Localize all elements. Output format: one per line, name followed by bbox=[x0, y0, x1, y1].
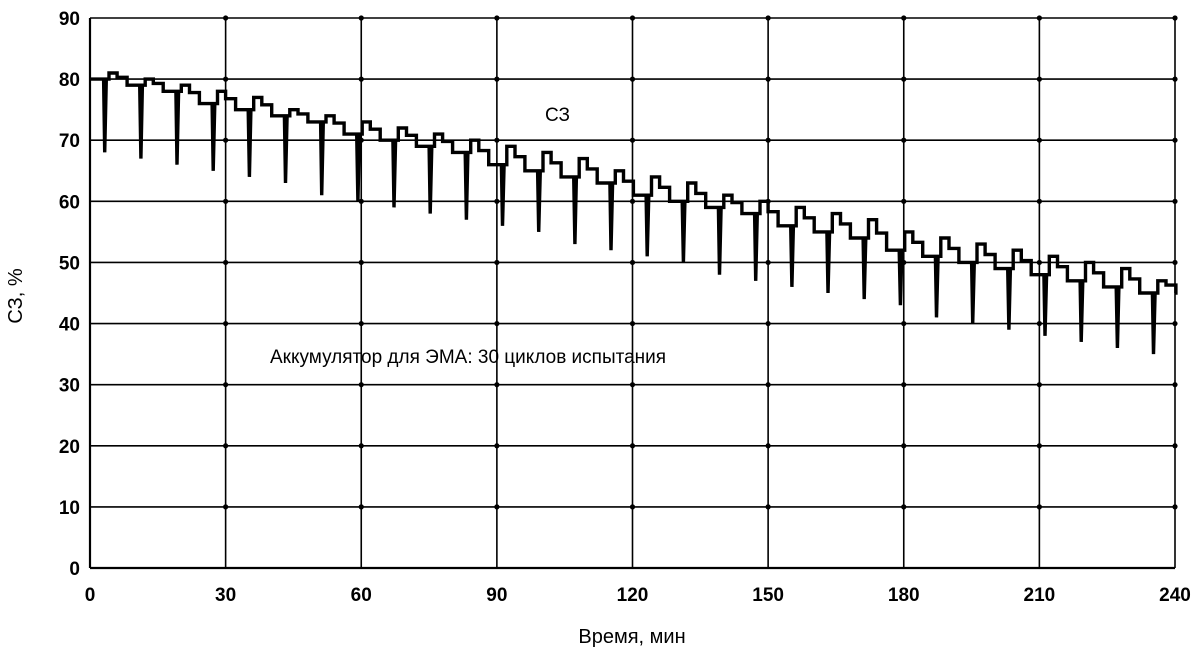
grid-node bbox=[1036, 76, 1042, 82]
series bbox=[90, 71, 1178, 355]
grid-node bbox=[629, 137, 636, 143]
grid-node bbox=[223, 76, 229, 82]
x-tick-label: 150 bbox=[752, 585, 784, 606]
grid-node bbox=[901, 15, 907, 21]
y-tick-label: 20 bbox=[59, 437, 80, 458]
chart-annotation: Аккумулятор для ЭМА: 30 циклов испытания bbox=[270, 347, 666, 368]
grid-node bbox=[765, 382, 771, 388]
grid-node bbox=[1172, 259, 1178, 266]
grid-node bbox=[494, 15, 500, 21]
grid-node bbox=[765, 15, 771, 21]
grid-node bbox=[1172, 198, 1178, 204]
y-tick-label: 70 bbox=[59, 131, 80, 152]
grid-node bbox=[358, 504, 364, 510]
grid-node bbox=[494, 259, 500, 266]
axes bbox=[88, 18, 1175, 570]
grid-node bbox=[223, 320, 229, 327]
grid-node bbox=[494, 443, 500, 449]
grid-node bbox=[629, 382, 636, 388]
grid-node bbox=[358, 382, 364, 388]
grid-node bbox=[358, 198, 364, 204]
grid-node bbox=[901, 198, 907, 204]
x-axis-title: Время, мин bbox=[578, 626, 685, 648]
grid-node bbox=[1172, 382, 1178, 388]
tick-labels: 0 10 20 30 40 50 60 70 80 90 0 30 60 90 120 150 180 210 24… bbox=[59, 9, 1191, 606]
series-line-soc bbox=[90, 71, 1178, 355]
x-tick-label: 0 bbox=[85, 585, 96, 606]
grid-node bbox=[765, 443, 771, 449]
grid-node bbox=[901, 382, 907, 388]
grid-node bbox=[1172, 443, 1178, 449]
grid-node bbox=[901, 443, 907, 449]
grid-node bbox=[901, 504, 907, 510]
grid-node bbox=[494, 76, 500, 82]
grid-node bbox=[358, 320, 364, 327]
grid-node bbox=[901, 137, 907, 143]
x-tick-label: 180 bbox=[888, 585, 920, 606]
grid-node bbox=[358, 259, 364, 266]
grid-node bbox=[629, 320, 636, 327]
grid-node bbox=[765, 504, 771, 510]
y-tick-label: 10 bbox=[59, 498, 80, 519]
grid-node bbox=[629, 15, 636, 21]
y-axis-title: СЗ, % bbox=[5, 268, 27, 323]
grid-node bbox=[765, 137, 771, 143]
grid-node bbox=[629, 198, 636, 204]
grid-node bbox=[1172, 320, 1178, 327]
grid-node bbox=[1036, 382, 1042, 388]
grid-node bbox=[1172, 137, 1178, 143]
grid-node bbox=[1036, 259, 1042, 266]
y-tick-label: 60 bbox=[59, 192, 80, 213]
grid-node bbox=[223, 198, 229, 204]
x-tick-label: 90 bbox=[486, 585, 507, 606]
grid-node bbox=[629, 259, 636, 266]
grid-node bbox=[1036, 320, 1042, 327]
grid-node bbox=[223, 15, 229, 21]
grid-node bbox=[901, 320, 907, 327]
series-label: СЗ bbox=[545, 105, 570, 126]
grid-node bbox=[1172, 76, 1178, 82]
grid-node bbox=[494, 137, 500, 143]
grid-node bbox=[494, 382, 500, 388]
y-tick-label: 80 bbox=[59, 70, 80, 91]
grid-node bbox=[1036, 443, 1042, 449]
y-tick-label: 30 bbox=[59, 376, 80, 397]
grid-node bbox=[1172, 504, 1178, 510]
grid-node bbox=[901, 76, 907, 82]
grid-node bbox=[223, 259, 229, 266]
grid-node bbox=[1036, 198, 1042, 204]
grid-node bbox=[1036, 504, 1042, 510]
grid-node bbox=[629, 76, 636, 82]
grid-node bbox=[494, 320, 500, 327]
grid-node bbox=[765, 320, 771, 327]
y-tick-label: 40 bbox=[59, 315, 80, 336]
grid-node bbox=[358, 15, 364, 21]
y-tick-label: 90 bbox=[59, 9, 80, 30]
x-tick-label: 120 bbox=[617, 585, 649, 606]
grid-node bbox=[223, 382, 229, 388]
grid bbox=[90, 15, 1178, 568]
grid-node bbox=[629, 504, 636, 510]
grid-node bbox=[358, 76, 364, 82]
x-tick-label: 30 bbox=[215, 585, 236, 606]
grid-node bbox=[765, 76, 771, 82]
x-tick-label: 60 bbox=[351, 585, 372, 606]
y-tick-label: 0 bbox=[69, 559, 80, 580]
grid-node bbox=[765, 259, 771, 266]
grid-node bbox=[494, 198, 500, 204]
x-tick-label: 210 bbox=[1024, 585, 1056, 606]
grid-node bbox=[223, 504, 229, 510]
grid-node bbox=[494, 504, 500, 510]
grid-node bbox=[1036, 15, 1042, 21]
grid-node bbox=[629, 443, 636, 449]
grid-node bbox=[1036, 137, 1042, 143]
grid-node bbox=[1172, 15, 1178, 21]
grid-node bbox=[358, 443, 364, 449]
grid-node bbox=[223, 137, 229, 143]
grid-node bbox=[223, 443, 229, 449]
y-tick-label: 50 bbox=[59, 253, 80, 274]
x-tick-label: 240 bbox=[1159, 585, 1191, 606]
